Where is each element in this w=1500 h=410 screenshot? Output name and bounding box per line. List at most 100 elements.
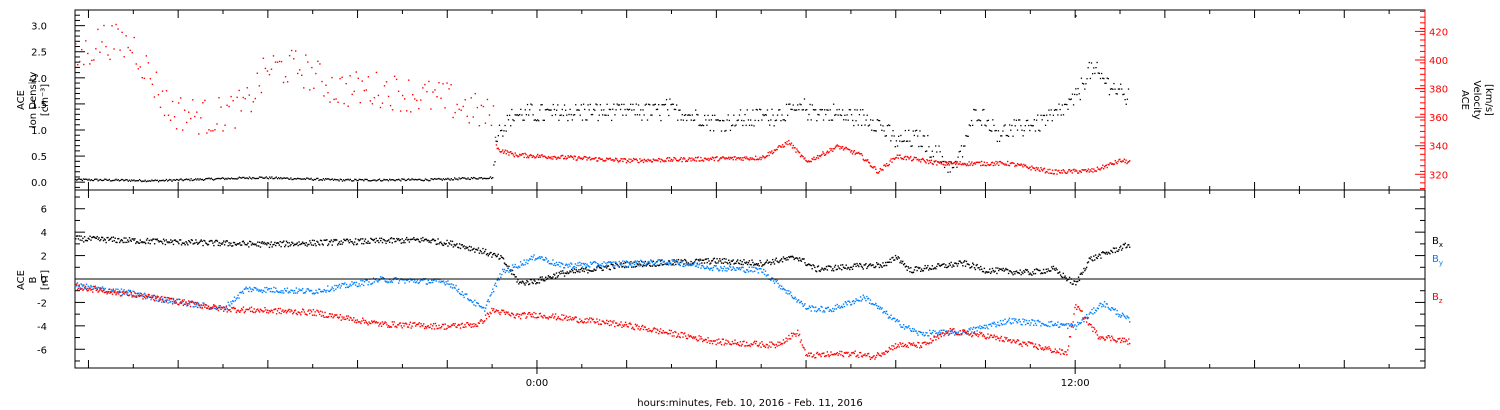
velocity-point — [983, 161, 986, 163]
velocity-point — [728, 156, 730, 159]
field-point — [691, 263, 693, 265]
field-point — [546, 261, 549, 263]
field-point — [365, 321, 368, 323]
field-point — [243, 311, 246, 314]
density-point — [226, 178, 228, 180]
field-point — [423, 240, 425, 242]
field-point — [726, 261, 728, 264]
field-point — [764, 262, 767, 264]
field-point — [433, 328, 436, 330]
velocity-point — [658, 158, 661, 160]
velocity-point — [258, 85, 261, 87]
field-point — [1109, 253, 1111, 255]
velocity-point — [698, 160, 700, 162]
field-point — [389, 281, 392, 283]
density-point — [1117, 88, 1120, 90]
field-point — [294, 292, 297, 294]
field-point — [309, 240, 311, 242]
density-point — [947, 171, 949, 173]
velocity-point — [1081, 169, 1083, 171]
field-point — [1096, 307, 1099, 309]
field-point — [189, 242, 192, 244]
field-point — [987, 271, 989, 273]
density-point — [425, 179, 428, 181]
density-point — [82, 178, 85, 180]
field-point — [1058, 272, 1060, 274]
density-point — [87, 179, 89, 181]
field-point — [1006, 321, 1008, 323]
field-point — [821, 267, 823, 269]
field-point — [180, 302, 183, 305]
field-point — [882, 262, 884, 264]
field-point — [847, 300, 849, 302]
density-point — [761, 119, 763, 121]
field-point — [249, 286, 251, 289]
velocity-point — [420, 99, 422, 101]
field-point — [548, 262, 551, 265]
field-point — [177, 303, 179, 306]
field-point — [255, 287, 257, 290]
velocity-point — [1050, 172, 1052, 174]
velocity-point — [841, 145, 844, 148]
velocity-point — [955, 162, 958, 164]
field-point — [164, 243, 167, 246]
density-point — [197, 178, 199, 180]
velocity-point — [723, 157, 725, 159]
field-point — [135, 295, 138, 297]
field-point — [1068, 276, 1071, 279]
field-point — [386, 280, 388, 283]
velocity-point — [904, 155, 907, 158]
density-point — [856, 109, 858, 111]
velocity-point — [1114, 159, 1117, 162]
density-point — [471, 177, 474, 180]
field-point — [959, 260, 961, 262]
field-point — [296, 292, 298, 294]
field-point — [283, 292, 285, 294]
field-point — [746, 263, 749, 266]
density-point — [96, 178, 98, 180]
field-point — [248, 308, 250, 311]
field-point — [660, 259, 663, 261]
density-point — [623, 103, 625, 106]
density-point — [1123, 93, 1125, 95]
density-point — [838, 108, 840, 111]
field-point — [849, 268, 851, 271]
field-point — [151, 239, 153, 242]
velocity-point — [681, 160, 683, 163]
density-point — [887, 124, 890, 126]
field-point — [355, 243, 358, 246]
field-point — [136, 241, 139, 243]
density-point — [483, 177, 485, 180]
density-point — [446, 178, 448, 180]
field-point — [1091, 308, 1093, 311]
field-point — [262, 311, 264, 313]
field-point — [317, 241, 319, 243]
velocity-point — [750, 158, 752, 161]
density-point — [498, 124, 501, 126]
field-point — [567, 266, 569, 268]
velocity-point — [503, 151, 506, 153]
velocity-point — [656, 159, 658, 161]
field-point — [911, 330, 913, 333]
density-point — [571, 119, 574, 121]
field-point — [395, 325, 397, 327]
field-point — [921, 270, 924, 272]
velocity-point — [555, 158, 558, 160]
field-point — [552, 259, 554, 261]
velocity-point — [954, 163, 957, 166]
velocity-point — [190, 117, 192, 120]
field-point — [876, 262, 878, 264]
field-point — [498, 279, 500, 281]
field-point — [218, 242, 220, 244]
density-point — [762, 114, 764, 116]
field-point — [102, 289, 105, 292]
field-point — [980, 265, 982, 268]
velocity-point — [574, 155, 577, 158]
field-point — [480, 250, 482, 253]
velocity-point — [385, 81, 388, 83]
field-point — [371, 239, 374, 241]
field-point — [876, 263, 879, 266]
density-point — [79, 178, 81, 181]
field-point — [571, 268, 573, 271]
velocity-point — [627, 160, 629, 163]
